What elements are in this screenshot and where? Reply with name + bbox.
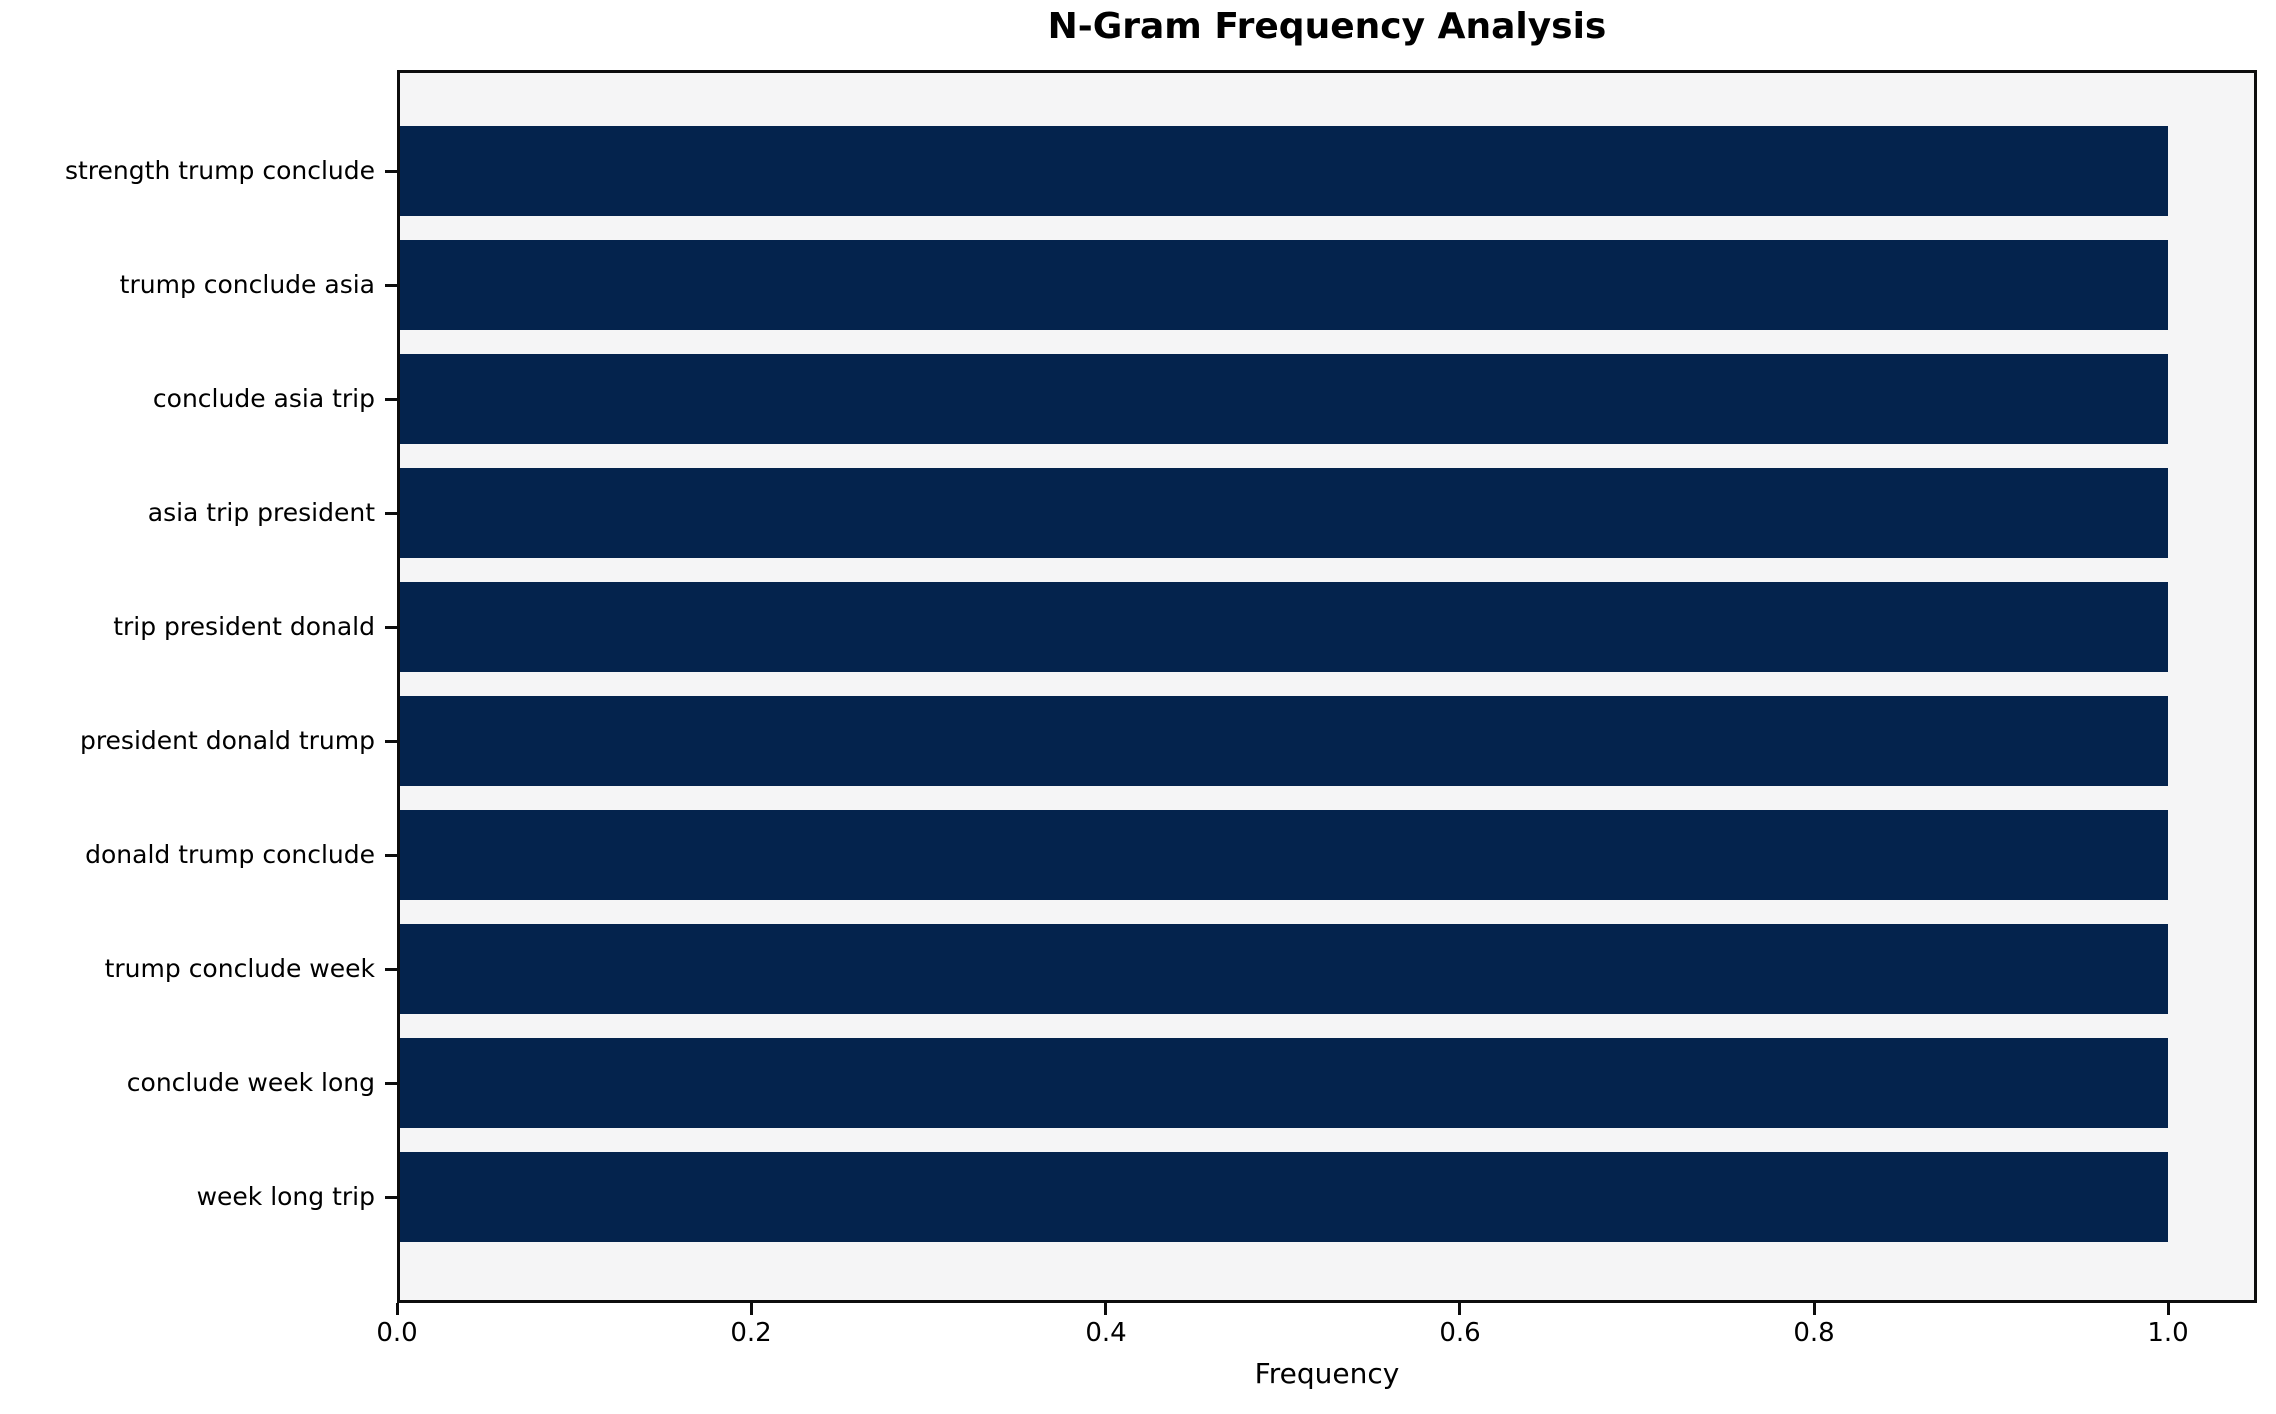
y-tick-label: strength trump conclude [64, 156, 375, 185]
y-tick-mark [385, 626, 397, 629]
plot-area [397, 70, 2257, 1303]
y-tick-mark [385, 1196, 397, 1199]
y-tick-label: trip president donald [113, 612, 375, 641]
x-tick-label: 0.6 [1439, 1318, 1481, 1348]
bar-conclude-week-long [400, 1038, 2168, 1128]
y-tick-label: week long trip [196, 1182, 375, 1211]
x-tick-mark [750, 1303, 753, 1315]
bar-asia-trip-president [400, 468, 2168, 558]
y-tick-label: conclude asia trip [152, 384, 375, 413]
y-tick-label: trump conclude week [104, 954, 375, 983]
x-tick-mark [1104, 1303, 1107, 1315]
y-tick-label: president donald trump [79, 726, 375, 755]
bar-week-long-trip [400, 1152, 2168, 1242]
bar-strength-trump-conclude [400, 126, 2168, 216]
y-tick-mark [385, 1082, 397, 1085]
x-tick-label: 0.4 [1085, 1318, 1127, 1348]
x-axis-label: Frequency [1254, 1357, 1400, 1390]
bar-trump-conclude-asia [400, 240, 2168, 330]
x-tick-label: 1.0 [2147, 1318, 2189, 1348]
y-tick-mark [385, 854, 397, 857]
x-tick-mark [2167, 1303, 2170, 1315]
bar-conclude-asia-trip [400, 354, 2168, 444]
bar-donald-trump-conclude [400, 810, 2168, 900]
y-tick-mark [385, 512, 397, 515]
bar-trip-president-donald [400, 582, 2168, 672]
y-tick-label: conclude week long [126, 1068, 375, 1097]
x-tick-mark [1813, 1303, 1816, 1315]
y-tick-mark [385, 398, 397, 401]
y-tick-label: asia trip president [147, 498, 375, 527]
y-tick-label: donald trump conclude [85, 840, 375, 869]
x-tick-mark [1458, 1303, 1461, 1315]
x-tick-mark [396, 1303, 399, 1315]
y-tick-label: trump conclude asia [119, 270, 375, 299]
y-tick-mark [385, 968, 397, 971]
chart-title: N-Gram Frequency Analysis [1047, 6, 1607, 47]
bar-president-donald-trump [400, 696, 2168, 786]
bar-trump-conclude-week [400, 924, 2168, 1014]
x-tick-label: 0.8 [1793, 1318, 1835, 1348]
y-tick-mark [385, 170, 397, 173]
y-tick-mark [385, 284, 397, 287]
y-tick-mark [385, 740, 397, 743]
x-tick-label: 0.2 [730, 1318, 772, 1348]
x-tick-label: 0.0 [376, 1318, 418, 1348]
